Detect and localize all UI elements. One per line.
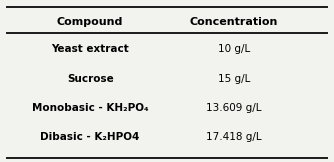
Text: Sucrose: Sucrose: [67, 74, 114, 84]
Text: 13.609 g/L: 13.609 g/L: [206, 103, 262, 113]
Text: Concentration: Concentration: [190, 17, 278, 27]
Text: 17.418 g/L: 17.418 g/L: [206, 132, 262, 142]
Text: Compound: Compound: [57, 17, 123, 27]
Text: Dibasic - K₂HPO4: Dibasic - K₂HPO4: [40, 132, 140, 142]
Text: Monobasic - KH₂PO₄: Monobasic - KH₂PO₄: [32, 103, 148, 113]
Text: Yeast extract: Yeast extract: [51, 44, 129, 54]
Text: 15 g/L: 15 g/L: [218, 74, 250, 84]
Text: 10 g/L: 10 g/L: [218, 44, 250, 54]
